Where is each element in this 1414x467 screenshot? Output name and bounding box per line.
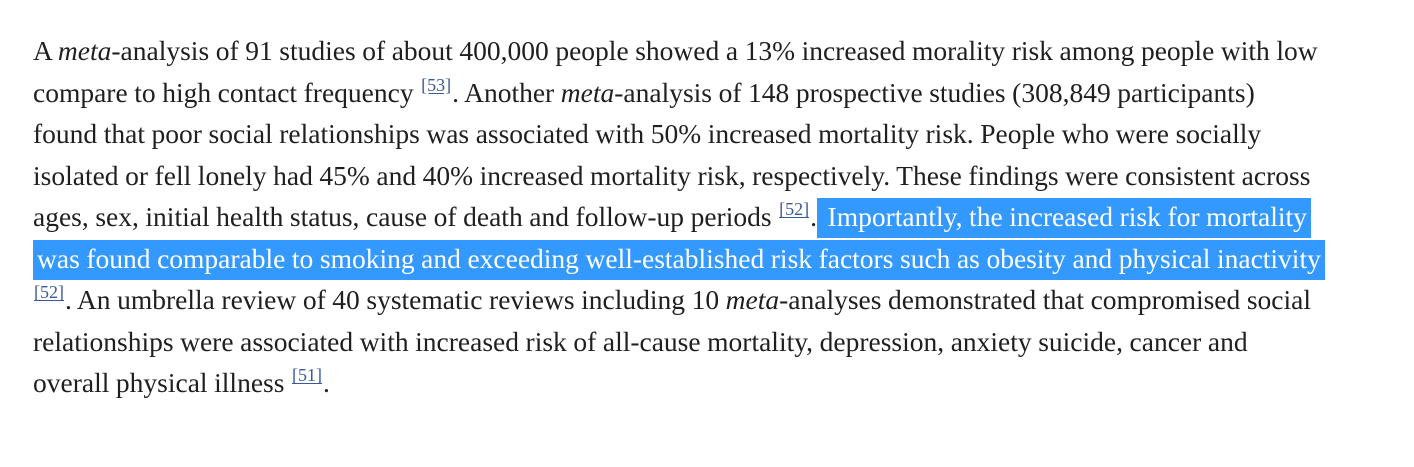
citation-link-51[interactable]: [51] bbox=[292, 365, 323, 385]
italic-term: meta bbox=[725, 284, 780, 315]
text-segment: . bbox=[323, 367, 330, 398]
text-segment: A bbox=[33, 35, 58, 66]
citation-link-53[interactable]: [53] bbox=[421, 74, 452, 95]
text-segment: -analysis of 148 prospective studies (30… bbox=[33, 76, 1311, 233]
article-body: A meta-analysis of 91 studies of about 4… bbox=[33, 30, 1325, 404]
italic-term: meta bbox=[57, 35, 112, 66]
paragraph: A meta-analysis of 91 studies of about 4… bbox=[33, 30, 1325, 404]
text-segment: . An umbrella review of 40 systematic re… bbox=[65, 284, 726, 315]
text-segment: -analysis of 91 studies of about 400,000… bbox=[33, 35, 1318, 108]
text-segment: . Another bbox=[452, 76, 561, 108]
highlighted-sentence: Importantly, the increased risk for mort… bbox=[37, 201, 1321, 274]
text-segment: . bbox=[810, 201, 817, 232]
citation-link-52[interactable]: [52] bbox=[779, 199, 810, 219]
text-segment: -analyses demonstrated that compromised … bbox=[33, 284, 1311, 398]
citation-link-52-second[interactable]: [52] bbox=[34, 282, 64, 302]
italic-term: meta bbox=[560, 76, 615, 108]
